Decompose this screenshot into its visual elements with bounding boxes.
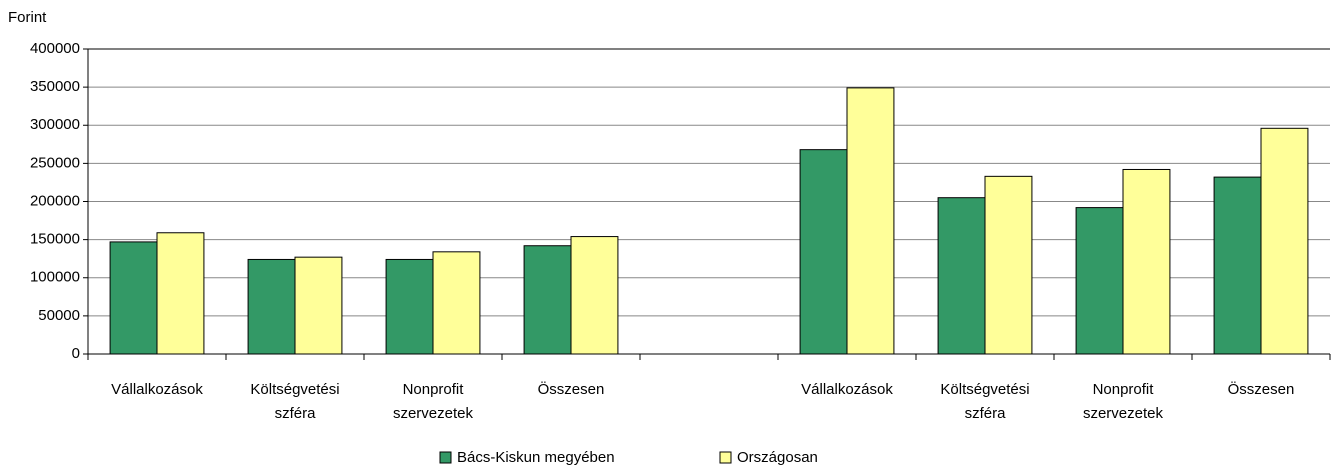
bar	[846, 87, 895, 355]
bar	[1260, 127, 1309, 355]
bar	[109, 241, 158, 355]
x-tick-label: Összesen	[1227, 381, 1295, 398]
y-tick-label: 350000	[30, 78, 80, 95]
bar	[523, 245, 572, 355]
bar	[570, 236, 619, 355]
x-tick-label: Költségvetési szféra	[250, 381, 340, 422]
y-tick-label: 150000	[30, 231, 80, 248]
legend-label: Bács-Kiskun megyében	[457, 449, 615, 466]
bar	[432, 251, 481, 355]
x-tick-label: Nonprofit szervezetek	[1082, 381, 1164, 422]
bar	[1122, 168, 1171, 355]
bar	[937, 197, 986, 355]
legend-swatch	[719, 451, 732, 464]
bar	[1075, 207, 1124, 355]
y-tick-label: 50000	[38, 307, 80, 324]
y-axis-label: Forint	[8, 9, 47, 26]
x-tick-label: Vállalkozások	[801, 381, 893, 398]
y-tick-label: 100000	[30, 269, 80, 286]
legend-label: Országosan	[737, 449, 818, 466]
bar	[385, 258, 434, 355]
y-tick-label: 200000	[30, 192, 80, 209]
bar	[799, 149, 848, 355]
x-tick-label: Vállalkozások	[111, 381, 203, 398]
x-tick-label: Összesen	[537, 381, 605, 398]
bar	[1213, 176, 1262, 355]
bar	[294, 256, 343, 355]
y-tick-label: 300000	[30, 116, 80, 133]
bar	[156, 232, 205, 355]
y-tick-label: 400000	[30, 40, 80, 57]
bar	[984, 175, 1033, 355]
y-tick-label: 250000	[30, 154, 80, 171]
y-tick-label: 0	[72, 345, 80, 362]
legend-swatch	[439, 451, 452, 464]
x-tick-label: Költségvetési szféra	[940, 381, 1030, 422]
x-tick-label: Nonprofit szervezetek	[392, 381, 474, 422]
bar	[247, 258, 296, 355]
